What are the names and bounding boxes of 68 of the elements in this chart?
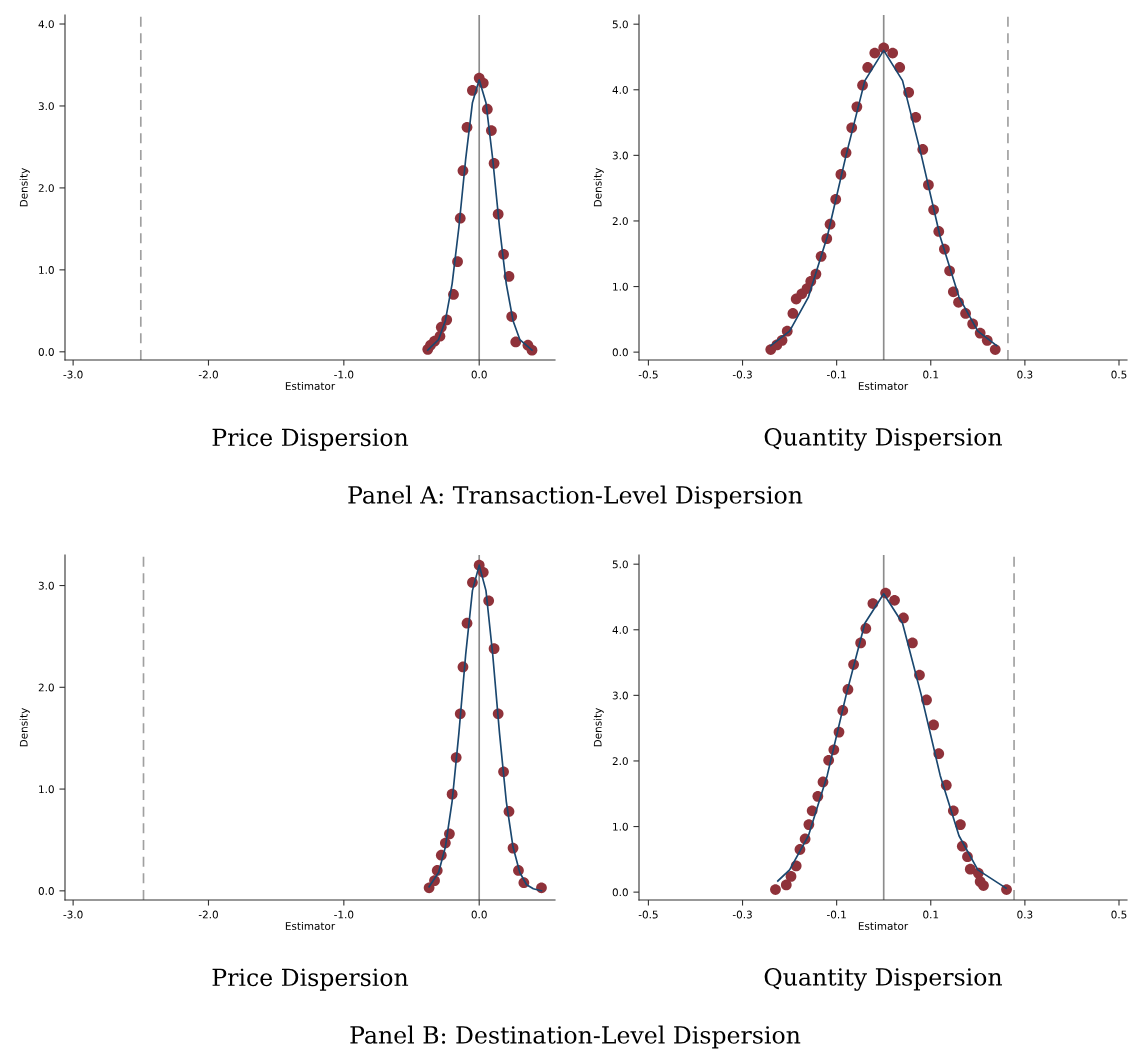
text: Quantity Dispersion	[764, 968, 1002, 991]
point	[869, 47, 881, 59]
y-tick-label: 4.0	[612, 86, 628, 94]
x-tick-label: 0.3	[1017, 370, 1033, 379]
point	[785, 871, 797, 882]
y-tick-label: 0.0	[612, 888, 628, 897]
point	[787, 308, 799, 319]
text: Panel A: Transaction-Level Dispersion	[348, 485, 803, 509]
x-tick-label: -0.5	[638, 370, 658, 379]
y-tick-label: 2.0	[38, 683, 54, 692]
y-tick-label: 3.0	[612, 691, 628, 700]
x-tick-label: 0.0	[471, 370, 487, 379]
x-axis-title: Estimator	[858, 381, 909, 390]
y-tick-label: 3.0	[38, 581, 54, 590]
y-tick-label: 1.0	[39, 785, 54, 794]
y-tick-label: 4.0	[38, 20, 54, 29]
text: Price Dispersion	[212, 968, 409, 991]
x-tick-label: -2.0	[198, 370, 218, 379]
point	[510, 336, 522, 348]
y-axis-title: Density	[593, 708, 604, 747]
text: Panel B: Destination-Level Dispersion	[350, 1025, 801, 1049]
point	[978, 880, 989, 891]
y-tick-label: 2.0	[612, 757, 628, 766]
y-tick-label: 2.0	[612, 217, 628, 226]
x-tick-label: 0.5	[1111, 910, 1127, 919]
point	[955, 819, 966, 830]
x-tick-label: -2.0	[198, 910, 218, 919]
x-tick-label: -1.0	[334, 910, 354, 919]
x-tick-label: -0.1	[826, 370, 846, 379]
y-tick-label: 5.0	[612, 20, 628, 29]
y-tick-label: 4.0	[612, 626, 628, 634]
point	[889, 594, 900, 606]
y-axis-title: Density	[19, 168, 30, 207]
y-tick-label: 1.0	[613, 282, 628, 291]
y-tick-label: 3.0	[38, 102, 54, 111]
x-tick-label: -0.5	[638, 910, 658, 919]
y-tick-label: 2.0	[38, 184, 54, 193]
point	[862, 62, 874, 73]
y-tick-label: 3.0	[612, 151, 628, 160]
y-tick-label: 0.0	[612, 348, 628, 357]
y-tick-label: 0.0	[38, 348, 54, 356]
x-tick-label: -0.3	[732, 370, 752, 379]
x-tick-label: -0.1	[826, 910, 846, 919]
y-axis-title: Density	[19, 708, 30, 747]
x-tick-label: 0.1	[923, 370, 939, 379]
x-tick-label: -0.3	[732, 910, 752, 919]
y-tick-label: 1.0	[39, 266, 54, 274]
x-tick-label: -1.0	[334, 370, 354, 379]
point	[780, 879, 792, 891]
point	[989, 344, 1001, 355]
y-tick-label: 1.0	[613, 822, 628, 831]
y-axis-title: Density	[593, 168, 604, 207]
text: Quantity Dispersion	[764, 428, 1002, 451]
x-axis-title: Estimator	[858, 921, 909, 930]
x-tick-label: 0.3	[1017, 910, 1033, 919]
point	[928, 719, 939, 731]
x-axis-title: Estimator	[285, 381, 336, 390]
point	[887, 47, 899, 59]
x-tick-label: 0.0	[471, 910, 487, 919]
y-tick-label: 0.0	[38, 887, 54, 895]
x-tick-label: -3.0	[63, 910, 83, 919]
text: Price Dispersion	[212, 428, 409, 451]
point	[770, 884, 781, 895]
x-tick-label: 0.1	[923, 910, 939, 919]
y-tick-label: 5.0	[612, 560, 628, 569]
x-tick-label: 0.5	[1111, 370, 1127, 379]
x-tick-label: -3.0	[63, 370, 83, 379]
x-axis-title: Estimator	[285, 921, 336, 930]
